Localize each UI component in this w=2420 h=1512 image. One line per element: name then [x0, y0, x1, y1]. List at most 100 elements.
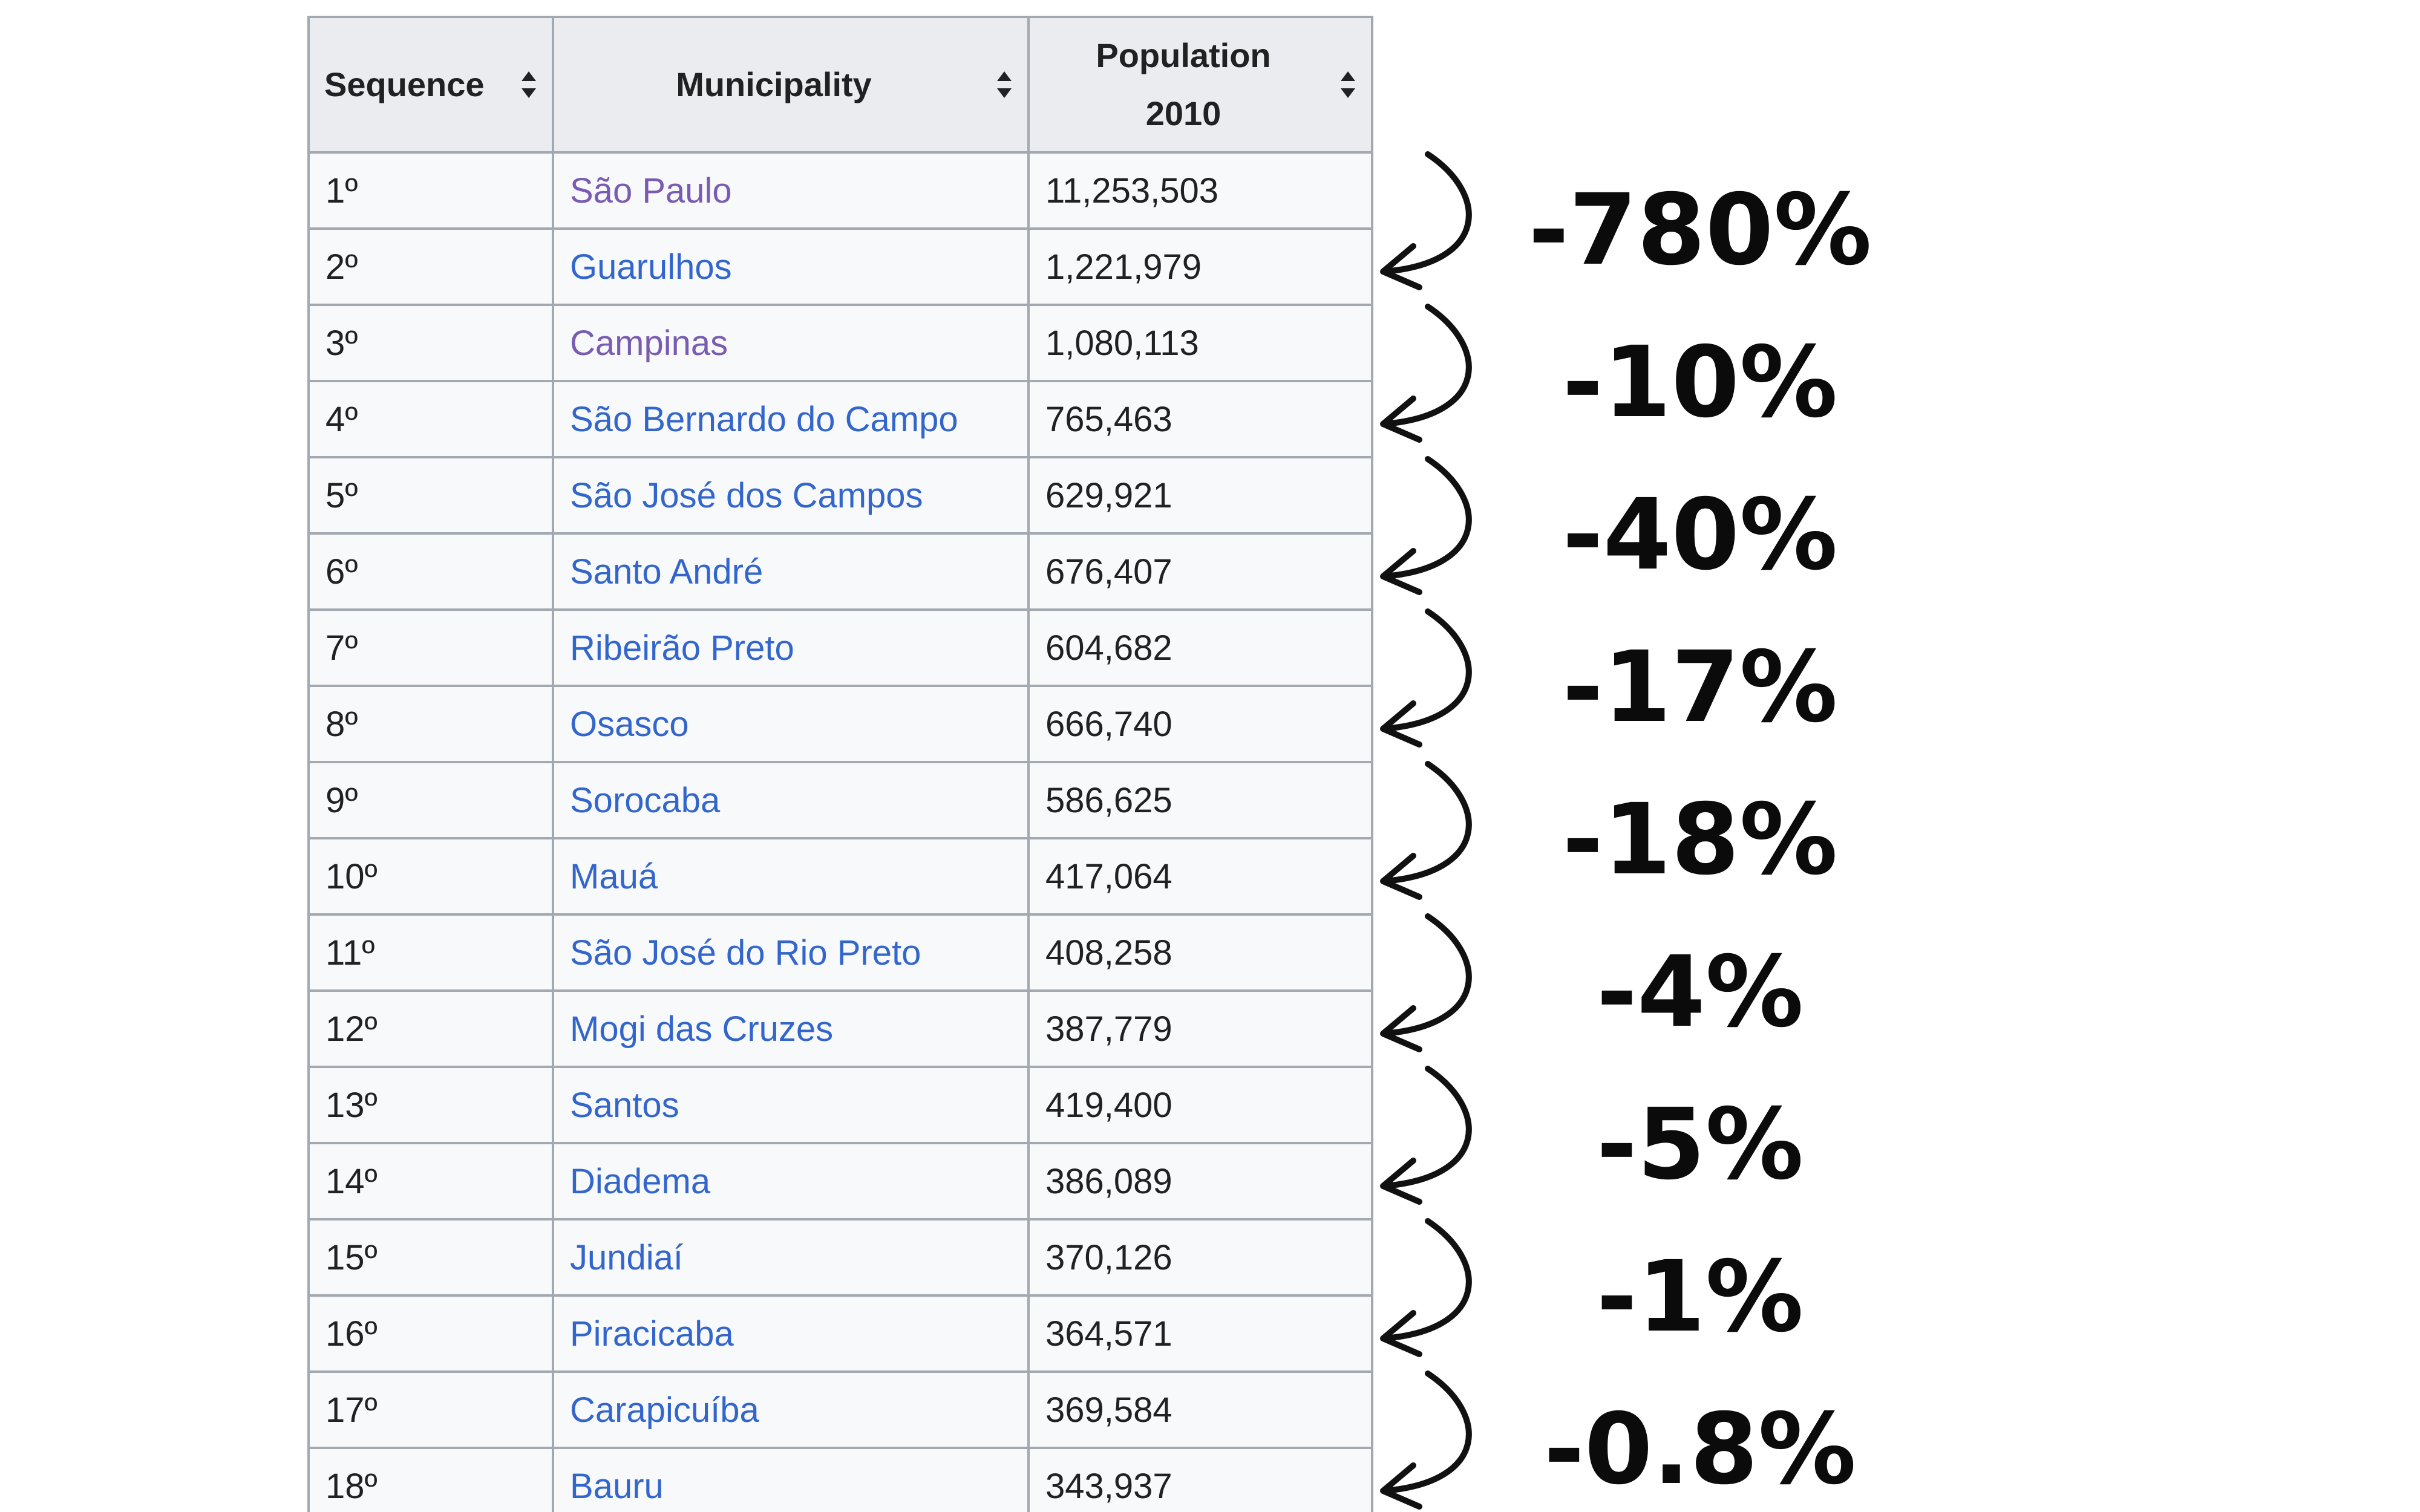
municipality-link[interactable]: São Paulo [570, 171, 732, 210]
percent-change-label: -5% [1597, 1088, 1804, 1202]
change-annotation: -5% [1380, 1066, 1804, 1205]
curved-arrow-icon [1381, 456, 1472, 579]
municipality-link[interactable]: Mauá [570, 856, 658, 896]
population-cell: 417,064 [1027, 837, 1373, 916]
population-table: Sequence Municipality Population 2010 1º… [307, 16, 1373, 1512]
municipality-link[interactable]: Piracicaba [570, 1314, 734, 1354]
sequence-cell: 3º [307, 304, 554, 382]
municipality-link[interactable]: Campinas [570, 323, 728, 363]
municipality-cell: Osasco [552, 685, 1030, 763]
table-row: 6º Santo André 676,407 [307, 532, 1373, 611]
municipality-link[interactable]: Osasco [570, 704, 689, 744]
municipality-link[interactable]: Carapicuíba [570, 1390, 759, 1430]
arrowhead-icon [1380, 1462, 1422, 1510]
population-cell: 419,400 [1027, 1066, 1373, 1144]
municipality-link[interactable]: Bauru [570, 1466, 664, 1506]
municipality-link[interactable]: São José dos Campos [570, 475, 923, 515]
population-cell: 765,463 [1027, 380, 1373, 458]
municipality-cell: Mogi das Cruzes [552, 989, 1030, 1068]
municipality-cell: Bauru [552, 1447, 1030, 1512]
municipality-link[interactable]: Diadema [570, 1161, 711, 1201]
population-cell: 387,779 [1027, 989, 1373, 1068]
population-cell: 586,625 [1027, 761, 1373, 839]
population-cell: 676,407 [1027, 532, 1373, 611]
sequence-cell: 6º [307, 532, 554, 611]
table-row: 17º Carapicuíba 369,584 [307, 1370, 1373, 1449]
curved-arrow-icon [1381, 913, 1472, 1037]
table-row: 10º Mauá 417,064 [307, 837, 1373, 916]
sequence-cell: 15º [307, 1218, 554, 1297]
municipality-cell: Jundiaí [552, 1218, 1030, 1297]
change-annotation: -17% [1380, 608, 1838, 748]
municipality-link[interactable]: Santos [570, 1085, 679, 1125]
table-row: 11º São José do Rio Preto 408,258 [307, 913, 1373, 992]
sequence-cell: 13º [307, 1066, 554, 1144]
municipality-cell: São José do Rio Preto [552, 913, 1030, 992]
sequence-cell: 5º [307, 456, 554, 535]
municipality-link[interactable]: Mogi das Cruzes [570, 1009, 834, 1049]
percent-change-label: -4% [1597, 936, 1804, 1049]
table-body: 1º São Paulo 11,253,503 2º Guarulhos 1,221,97… [307, 151, 1373, 1512]
municipality-link[interactable]: Guarulhos [570, 247, 732, 287]
municipality-link[interactable]: São Bernardo do Campo [570, 399, 958, 439]
column-header-sequence[interactable]: Sequence [307, 16, 554, 154]
population-cell: 1,080,113 [1027, 304, 1373, 382]
sequence-cell: 8º [307, 685, 554, 763]
change-annotation: -4% [1380, 913, 1804, 1052]
column-header-population[interactable]: Population 2010 [1027, 16, 1373, 154]
municipality-cell: Ribeirão Preto [552, 608, 1030, 687]
municipality-cell: Mauá [552, 837, 1030, 916]
municipality-cell: Guarulhos [552, 227, 1030, 306]
column-header-label: Population [1096, 36, 1271, 74]
arrowhead-icon [1380, 1310, 1422, 1357]
table-row: 5º São José dos Campos 629,921 [307, 456, 1373, 535]
sequence-cell: 10º [307, 837, 554, 916]
municipality-link[interactable]: Ribeirão Preto [570, 628, 794, 668]
change-annotation: -40% [1380, 456, 1838, 595]
curved-arrow-icon [1381, 1370, 1472, 1494]
population-cell: 408,258 [1027, 913, 1373, 992]
municipality-cell: Piracicaba [552, 1294, 1030, 1373]
table-row: 15º Jundiaí 370,126 [307, 1218, 1373, 1297]
column-header-municipality[interactable]: Municipality [552, 16, 1030, 154]
table-row: 8º Osasco 666,740 [307, 685, 1373, 763]
curved-arrow-icon [1381, 608, 1472, 732]
sequence-cell: 7º [307, 608, 554, 687]
municipality-cell: Diadema [552, 1142, 1030, 1220]
municipality-link[interactable]: Jundiaí [570, 1237, 684, 1277]
population-cell: 386,089 [1027, 1142, 1373, 1220]
arrowhead-icon [1380, 548, 1422, 595]
table-row: 13º Santos 419,400 [307, 1066, 1373, 1144]
curved-arrow-icon [1381, 151, 1472, 275]
arrowhead-icon [1380, 243, 1422, 290]
sequence-cell: 18º [307, 1447, 554, 1512]
curved-arrow-icon [1381, 761, 1472, 884]
table-header-row: Sequence Municipality Population 2010 [307, 16, 1373, 154]
curved-arrow-icon [1381, 1218, 1472, 1341]
sort-icon[interactable] [519, 71, 538, 98]
sequence-cell: 9º [307, 761, 554, 839]
arrowhead-icon [1380, 1005, 1422, 1052]
municipality-cell: Sorocaba [552, 761, 1030, 839]
sequence-cell: 1º [307, 151, 554, 230]
table-row: 2º Guarulhos 1,221,979 [307, 227, 1373, 306]
municipality-link[interactable]: São José do Rio Preto [570, 933, 921, 973]
municipality-link[interactable]: Santo André [570, 552, 764, 591]
sort-icon[interactable] [995, 71, 1014, 98]
municipality-link[interactable]: Sorocaba [570, 780, 721, 820]
arrowhead-icon [1380, 700, 1422, 748]
table-row: 12º Mogi das Cruzes 387,779 [307, 989, 1373, 1068]
table-row: 4º São Bernardo do Campo 765,463 [307, 380, 1373, 458]
table-row: 18º Bauru 343,937 [307, 1447, 1373, 1512]
sequence-cell: 17º [307, 1370, 554, 1449]
population-cell: 364,571 [1027, 1294, 1373, 1373]
population-cell: 370,126 [1027, 1218, 1373, 1297]
percent-change-label: -1% [1597, 1240, 1804, 1354]
population-cell: 1,221,979 [1027, 227, 1373, 306]
percent-change-label: -17% [1563, 631, 1838, 745]
percent-change-label: -0.8% [1544, 1393, 1857, 1507]
sort-icon[interactable] [1338, 71, 1358, 98]
table-row: 14º Diadema 386,089 [307, 1142, 1373, 1220]
municipality-cell: São José dos Campos [552, 456, 1030, 535]
municipality-cell: Campinas [552, 304, 1030, 382]
